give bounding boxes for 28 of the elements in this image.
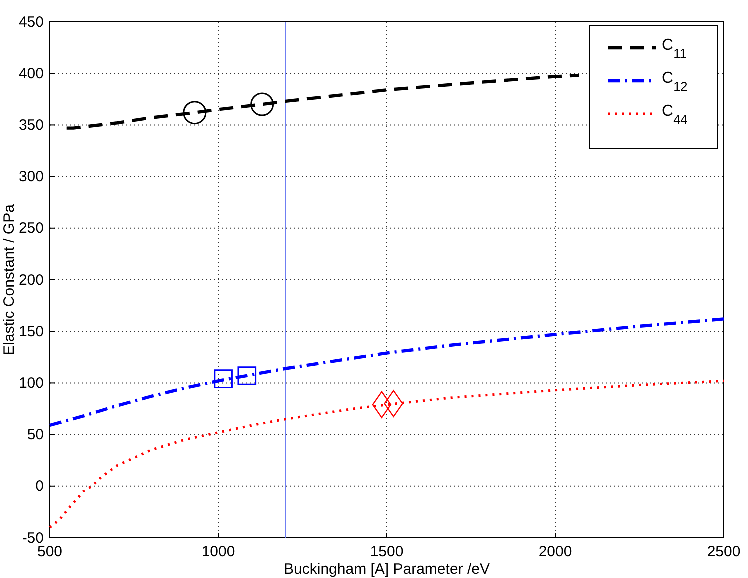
y-tick-label: 250 <box>18 220 44 238</box>
line-series <box>48 380 726 529</box>
y-tick-label: 300 <box>18 168 44 186</box>
point <box>372 391 392 418</box>
x-tick-label: 1500 <box>370 544 404 561</box>
x-tick-label: 1000 <box>202 544 236 561</box>
y-tick-label: 450 <box>18 14 44 31</box>
point <box>384 390 404 418</box>
legend-label: C$_{11}$ <box>662 37 687 60</box>
y-tick-label: 350 <box>18 117 44 134</box>
y-axis-title: Elastic Constant / GPa <box>1 204 18 356</box>
point <box>183 101 207 125</box>
point <box>214 370 233 388</box>
line-series <box>48 318 726 428</box>
x-tick-label: 2500 <box>707 544 741 561</box>
y-tick-label: 50 <box>27 426 44 444</box>
point <box>238 366 257 386</box>
y-tick-label: 0 <box>36 478 44 496</box>
x-tick-label: 2000 <box>538 544 572 561</box>
legend-label: C$_{44}$ <box>662 103 688 126</box>
x-axis-title: Buckingham [A] Parameter /eV <box>284 561 490 578</box>
y-tick-label: 100 <box>18 375 44 392</box>
legend-label: C$_{12}$ <box>662 70 688 94</box>
y-tick-label: 400 <box>18 65 44 82</box>
y-tick-label: 200 <box>18 272 44 289</box>
point <box>250 92 274 116</box>
line-series <box>65 74 581 130</box>
y-tick-label: 150 <box>18 323 44 340</box>
